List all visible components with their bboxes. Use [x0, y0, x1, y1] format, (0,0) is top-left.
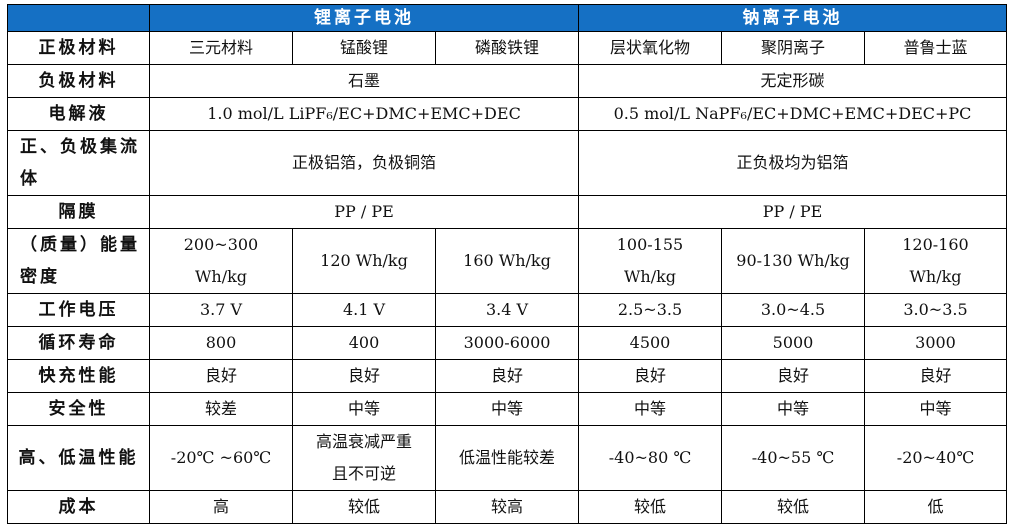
value-line: Wh/kg: [909, 267, 962, 286]
cell-electrolyte-na: 0.5 mol/L NaPF₆/EC+DMC+EMC+DEC+PC: [578, 97, 1007, 131]
cell-voltage-c1: 3.7 V: [149, 293, 293, 327]
cell-cathode-c3: 磷酸铁锂: [435, 31, 579, 65]
cell-fastcharge-c5: 良好: [721, 359, 865, 393]
cell-cathode-c2: 锰酸锂: [292, 31, 436, 65]
cell-energy-c3: 160 Wh/kg: [435, 228, 579, 294]
cell-temperature-c6: -20~40℃: [864, 425, 1007, 491]
row-cost: 成本 高 较低 较高 较低 较低 低: [7, 490, 1007, 524]
cell-anode-li: 石墨: [149, 64, 579, 98]
cell-cathode-c5: 聚阴离子: [721, 31, 865, 65]
cell-safety-c5: 中等: [721, 392, 865, 426]
value-line: 且不可逆: [331, 464, 396, 483]
row-label-cathode: 正极材料: [7, 31, 150, 65]
row-collector: 正、负极集流体 正极铝箔，负极铜箔 正负极均为铝箔: [7, 130, 1007, 196]
value-line: Wh/kg: [194, 267, 248, 286]
label-line: 体: [20, 169, 40, 189]
row-safety: 安全性 较差 中等 中等 中等 中等 中等: [7, 392, 1007, 426]
cell-cathode-c1: 三元材料: [149, 31, 293, 65]
row-label-collector: 正、负极集流体: [7, 130, 150, 196]
row-label-temperature: 高、低温性能: [7, 425, 150, 491]
cell-collector-li: 正极铝箔，负极铜箔: [149, 130, 579, 196]
value-line: Wh/kg: [623, 267, 677, 286]
row-label-fastcharge: 快充性能: [7, 359, 150, 393]
cell-temperature-c4: -40~80 ℃: [578, 425, 722, 491]
cell-cycle-c2: 400: [292, 326, 436, 360]
label-line: （质量）能量: [20, 235, 140, 255]
row-anode: 负极材料 石墨 无定形碳: [7, 64, 1007, 98]
header-li-ion: 锂离子电池: [149, 4, 579, 32]
row-label-cost: 成本: [7, 490, 150, 524]
cell-electrolyte-li: 1.0 mol/L LiPF₆/EC+DMC+EMC+DEC: [149, 97, 579, 131]
value-line: 高温衰减严重: [315, 432, 412, 451]
row-label-separator: 隔膜: [7, 195, 150, 229]
cell-anode-na: 无定形碳: [578, 64, 1007, 98]
row-label-electrolyte: 电解液: [7, 97, 150, 131]
cell-cycle-c5: 5000: [721, 326, 865, 360]
cell-cathode-c6: 普鲁士蓝: [864, 31, 1007, 65]
row-label-safety: 安全性: [7, 392, 150, 426]
cell-temperature-c2: 高温衰减严重 且不可逆: [292, 425, 436, 491]
row-label-cycle: 循环寿命: [7, 326, 150, 360]
row-temperature: 高、低温性能 -20℃ ~60℃ 高温衰减严重 且不可逆 低温性能较差 -40~8…: [7, 425, 1007, 491]
cell-temperature-c3: 低温性能较差: [435, 425, 579, 491]
row-fastcharge: 快充性能 良好 良好 良好 良好 良好 良好: [7, 359, 1007, 393]
cell-safety-c1: 较差: [149, 392, 293, 426]
cell-energy-c2: 120 Wh/kg: [292, 228, 436, 294]
row-voltage: 工作电压 3.7 V 4.1 V 3.4 V 2.5~3.5 3.0~4.5 3…: [7, 293, 1007, 327]
header-row: 锂离子电池 钠离子电池: [7, 4, 1007, 32]
header-na-ion: 钠离子电池: [578, 4, 1007, 32]
cell-separator-na: PP / PE: [578, 195, 1007, 229]
cell-cathode-c4: 层状氧化物: [578, 31, 722, 65]
cell-fastcharge-c4: 良好: [578, 359, 722, 393]
label-line: 密度: [20, 267, 60, 287]
cell-fastcharge-c2: 良好: [292, 359, 436, 393]
cell-cost-c3: 较高: [435, 490, 579, 524]
cell-energy-c6: 120-160 Wh/kg: [864, 228, 1007, 294]
row-electrolyte: 电解液 1.0 mol/L LiPF₆/EC+DMC+EMC+DEC 0.5 m…: [7, 97, 1007, 131]
cell-energy-c1: 200~300 Wh/kg: [149, 228, 293, 294]
cell-voltage-c3: 3.4 V: [435, 293, 579, 327]
cell-cost-c1: 高: [149, 490, 293, 524]
row-label-voltage: 工作电压: [7, 293, 150, 327]
row-energy: （质量）能量 密度 200~300 Wh/kg 120 Wh/kg 160 Wh/k…: [7, 228, 1007, 294]
cell-voltage-c4: 2.5~3.5: [578, 293, 722, 327]
cell-safety-c4: 中等: [578, 392, 722, 426]
cell-temperature-c1: -20℃ ~60℃: [149, 425, 293, 491]
cell-voltage-c5: 3.0~4.5: [721, 293, 865, 327]
row-cycle: 循环寿命 800 400 3000-6000 4500 5000 3000: [7, 326, 1007, 360]
cell-cycle-c1: 800: [149, 326, 293, 360]
battery-comparison-table: 锂离子电池 钠离子电池 正极材料 三元材料 锰酸锂 磷酸铁锂 层状氧化物 聚阴离…: [7, 4, 1007, 524]
cell-energy-c5: 90-130 Wh/kg: [721, 228, 865, 294]
cell-fastcharge-c6: 良好: [864, 359, 1007, 393]
row-label-energy: （质量）能量 密度: [7, 228, 150, 294]
cell-temperature-c5: -40~55 ℃: [721, 425, 865, 491]
value-line: 120-160: [902, 235, 969, 254]
cell-cycle-c3: 3000-6000: [435, 326, 579, 360]
cell-fastcharge-c1: 良好: [149, 359, 293, 393]
row-label-anode: 负极材料: [7, 64, 150, 98]
cell-cycle-c6: 3000: [864, 326, 1007, 360]
row-cathode: 正极材料 三元材料 锰酸锂 磷酸铁锂 层状氧化物 聚阴离子 普鲁士蓝: [7, 31, 1007, 65]
header-corner-cell: [7, 4, 150, 32]
cell-safety-c3: 中等: [435, 392, 579, 426]
cell-collector-na: 正负极均为铝箔: [578, 130, 1007, 196]
cell-fastcharge-c3: 良好: [435, 359, 579, 393]
cell-voltage-c6: 3.0~3.5: [864, 293, 1007, 327]
cell-voltage-c2: 4.1 V: [292, 293, 436, 327]
value-line: 200~300: [183, 235, 259, 254]
cell-separator-li: PP / PE: [149, 195, 579, 229]
cell-energy-c4: 100-155 Wh/kg: [578, 228, 722, 294]
label-line: 正、负极集流: [20, 137, 140, 157]
cell-safety-c6: 中等: [864, 392, 1007, 426]
cell-cycle-c4: 4500: [578, 326, 722, 360]
value-line: 100-155: [616, 235, 684, 254]
cell-safety-c2: 中等: [292, 392, 436, 426]
cell-cost-c6: 低: [864, 490, 1007, 524]
row-separator: 隔膜 PP / PE PP / PE: [7, 195, 1007, 229]
